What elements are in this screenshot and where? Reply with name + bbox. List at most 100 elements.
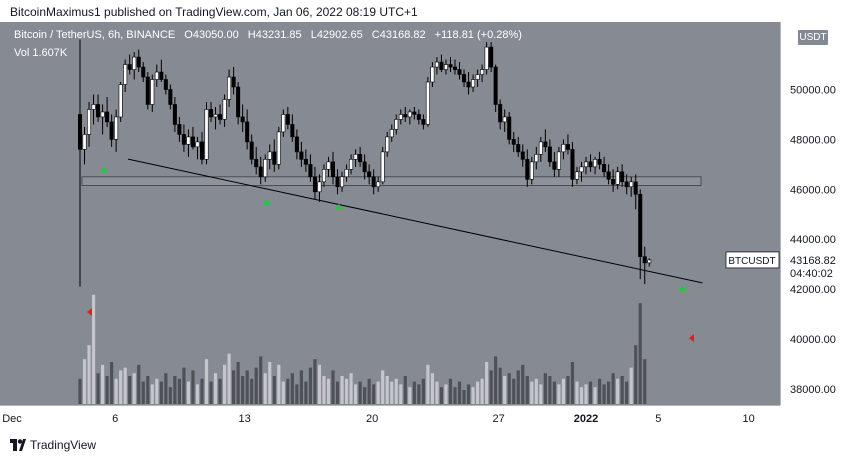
candle-body bbox=[114, 116, 119, 140]
candle-body bbox=[141, 66, 146, 78]
plot-background bbox=[0, 22, 780, 405]
volume-bar bbox=[177, 378, 181, 404]
volume-bar bbox=[168, 387, 172, 404]
legend-low-label: L bbox=[310, 29, 317, 41]
volume-bar bbox=[322, 376, 326, 404]
candle-body bbox=[403, 114, 408, 118]
candle-body bbox=[299, 151, 304, 160]
candle-body bbox=[520, 151, 525, 160]
candle-body bbox=[258, 166, 263, 178]
volume-bar bbox=[263, 373, 267, 404]
volume-bar bbox=[326, 378, 331, 404]
volume-bar bbox=[304, 381, 308, 404]
candle-body bbox=[615, 171, 620, 185]
volume-bar bbox=[507, 373, 511, 404]
volume-bar bbox=[525, 376, 529, 404]
candle-body bbox=[502, 116, 507, 123]
volume-bar bbox=[516, 370, 520, 404]
volume-bar bbox=[557, 384, 561, 404]
volume-bar bbox=[588, 381, 593, 404]
candle-body bbox=[462, 74, 467, 83]
candle-body bbox=[123, 64, 128, 85]
volume-bar bbox=[543, 373, 547, 404]
volume-bar bbox=[439, 387, 444, 404]
candle-body bbox=[172, 104, 177, 125]
price-chart[interactable]: 38000.00 40000.00 42000.00 44000.00 46000.00… bbox=[0, 22, 850, 430]
candle-body bbox=[254, 159, 259, 168]
candle-body bbox=[371, 176, 376, 188]
volume-bar bbox=[430, 373, 435, 404]
candle-body bbox=[249, 141, 254, 160]
candle-body bbox=[150, 79, 155, 105]
candle-body bbox=[561, 144, 566, 153]
candle-body bbox=[349, 159, 354, 170]
volume-bar bbox=[498, 367, 502, 404]
volume-bar bbox=[634, 345, 638, 404]
price-tick-label: 50000.00 bbox=[790, 85, 836, 97]
legend-high-label: H bbox=[247, 29, 256, 41]
candle-body bbox=[597, 159, 602, 165]
candle-body bbox=[434, 61, 439, 68]
volume-bar bbox=[82, 359, 87, 404]
support-touch-arrow bbox=[678, 284, 687, 291]
volume-bar bbox=[204, 359, 209, 404]
volume-bar bbox=[466, 384, 471, 404]
candle-body bbox=[218, 114, 223, 120]
candle-body bbox=[91, 104, 96, 110]
candle-body bbox=[394, 119, 399, 130]
candle-body bbox=[186, 136, 191, 145]
legend-symbol: Bitcoin / TetherUS, 6h, BINANCE bbox=[14, 29, 176, 41]
volume-bar bbox=[344, 378, 349, 404]
volume-bar bbox=[335, 381, 340, 404]
volume-bar bbox=[412, 381, 416, 404]
volume-bar bbox=[78, 378, 82, 404]
candle-body bbox=[118, 84, 123, 118]
volume-bar bbox=[372, 384, 376, 404]
volume-legend: Vol 1.607K bbox=[14, 47, 67, 59]
candle-body bbox=[593, 159, 598, 168]
candle-body bbox=[159, 71, 164, 80]
time-tick-label: 27 bbox=[493, 413, 505, 425]
volume-bar bbox=[96, 373, 100, 404]
volume-bar bbox=[241, 376, 245, 404]
candle-body bbox=[326, 161, 331, 170]
volume-bar bbox=[91, 294, 96, 404]
price-tick-label: 48000.00 bbox=[790, 134, 836, 146]
volume-bar bbox=[376, 381, 380, 404]
volume-bar bbox=[299, 370, 303, 404]
volume-bar bbox=[268, 362, 272, 404]
volume-bar bbox=[182, 367, 186, 404]
candle-body bbox=[127, 64, 132, 70]
volume-bar bbox=[150, 384, 154, 404]
tradingview-logo-icon bbox=[10, 439, 26, 451]
candle-body bbox=[493, 66, 498, 105]
time-tick-label: Dec bbox=[2, 413, 22, 425]
volume-bar bbox=[611, 373, 615, 404]
candle-body bbox=[331, 161, 336, 178]
candle-body bbox=[344, 169, 349, 178]
candle-body bbox=[285, 114, 290, 125]
volume-bar bbox=[358, 381, 362, 404]
candle-body bbox=[439, 61, 444, 70]
candle-body bbox=[552, 161, 557, 170]
volume-bar bbox=[254, 367, 258, 404]
volume-bar bbox=[629, 367, 633, 404]
volume-bar bbox=[259, 356, 263, 404]
volume-bar bbox=[584, 384, 588, 404]
volume-bar bbox=[331, 370, 335, 404]
volume-bar bbox=[236, 362, 240, 404]
candle-body bbox=[87, 109, 92, 135]
candle-body bbox=[570, 149, 575, 180]
volume-value: 1.607K bbox=[32, 47, 68, 59]
candle-body bbox=[272, 151, 277, 165]
candle-body bbox=[538, 141, 543, 155]
candle-body bbox=[398, 114, 403, 120]
currency-badge[interactable]: USDT bbox=[797, 29, 829, 46]
price-tick-label: 44000.00 bbox=[790, 234, 836, 246]
volume-bar bbox=[385, 376, 389, 404]
volume-bar bbox=[575, 381, 579, 404]
chart-area[interactable]: 38000.00 40000.00 42000.00 44000.00 46000.00… bbox=[0, 22, 850, 430]
volume-bar bbox=[286, 378, 290, 404]
volume-bar bbox=[119, 370, 123, 404]
last-price-label: 43168.82 bbox=[790, 255, 836, 267]
